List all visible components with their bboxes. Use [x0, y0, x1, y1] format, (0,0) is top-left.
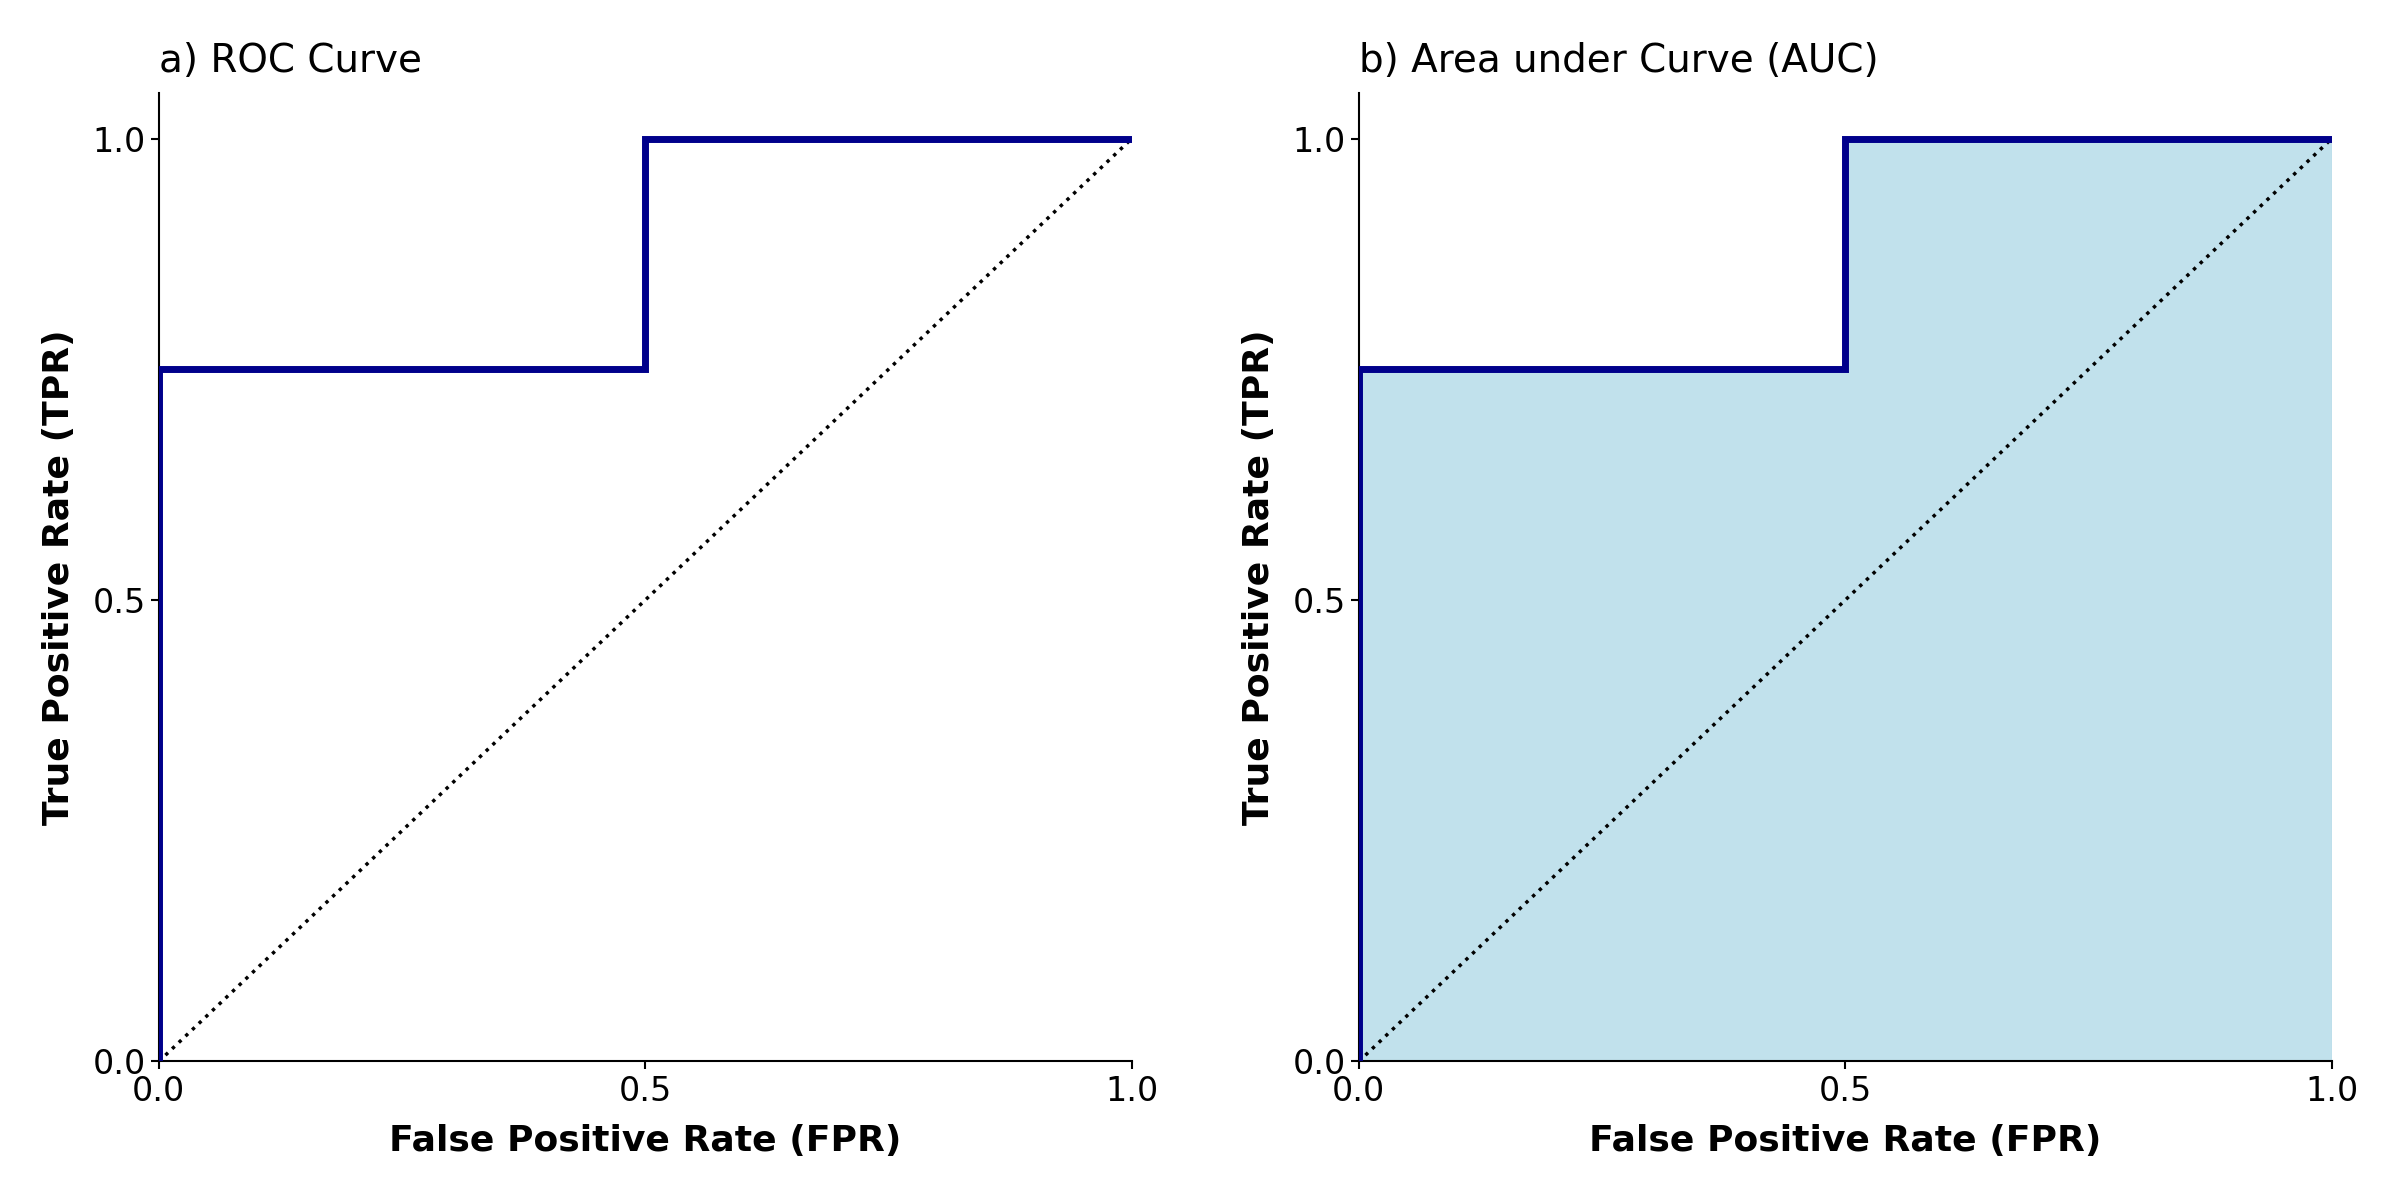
- X-axis label: False Positive Rate (FPR): False Positive Rate (FPR): [389, 1124, 902, 1158]
- X-axis label: False Positive Rate (FPR): False Positive Rate (FPR): [1589, 1124, 2102, 1158]
- Y-axis label: True Positive Rate (TPR): True Positive Rate (TPR): [1241, 329, 1277, 824]
- Y-axis label: True Positive Rate (TPR): True Positive Rate (TPR): [41, 329, 77, 824]
- Polygon shape: [1358, 139, 2333, 1062]
- Text: b) Area under Curve (AUC): b) Area under Curve (AUC): [1358, 42, 1879, 79]
- Text: a) ROC Curve: a) ROC Curve: [158, 42, 422, 79]
